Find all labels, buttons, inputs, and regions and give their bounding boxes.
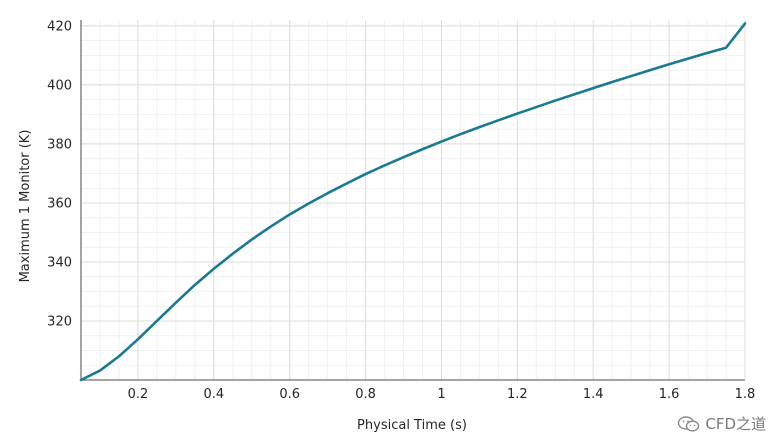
x-tick-label: 1 <box>437 387 445 402</box>
y-tick-label: 360 <box>47 196 72 211</box>
x-tick-label: 0.2 <box>128 387 149 402</box>
y-tick-label: 340 <box>47 255 72 270</box>
watermark: CFD之道 <box>677 413 766 434</box>
x-tick-label: 1.8 <box>735 387 756 402</box>
axes <box>80 20 746 381</box>
series-layer <box>79 22 747 382</box>
x-tick-label: 1.4 <box>583 387 604 402</box>
x-tick-labels: 0.2 0.4 0.6 0.8 1 1.2 1.4 1.6 1.8 <box>128 387 756 402</box>
y-tick-label: 320 <box>47 314 72 329</box>
minor-grid <box>80 20 746 381</box>
x-tick-label: 0.6 <box>279 387 300 402</box>
x-tick-label: 1.2 <box>507 387 528 402</box>
x-tick-label: 0.8 <box>355 387 376 402</box>
x-tick-label: 1.6 <box>659 387 680 402</box>
y-tick-labels: 320 340 360 380 400 420 <box>47 19 72 329</box>
y-tick-label: 420 <box>47 19 72 34</box>
series-line <box>79 22 747 382</box>
y-tick-label: 380 <box>47 137 72 152</box>
x-axis-title: Physical Time (s) <box>357 418 467 433</box>
watermark-text: CFD之道 <box>705 415 766 433</box>
y-axis-title: Maximum 1 Monitor (K) <box>18 130 33 283</box>
x-tick-label: 0.4 <box>203 387 224 402</box>
y-tick-label: 400 <box>47 78 72 93</box>
wechat-icon <box>678 415 700 432</box>
major-grid <box>81 20 746 380</box>
